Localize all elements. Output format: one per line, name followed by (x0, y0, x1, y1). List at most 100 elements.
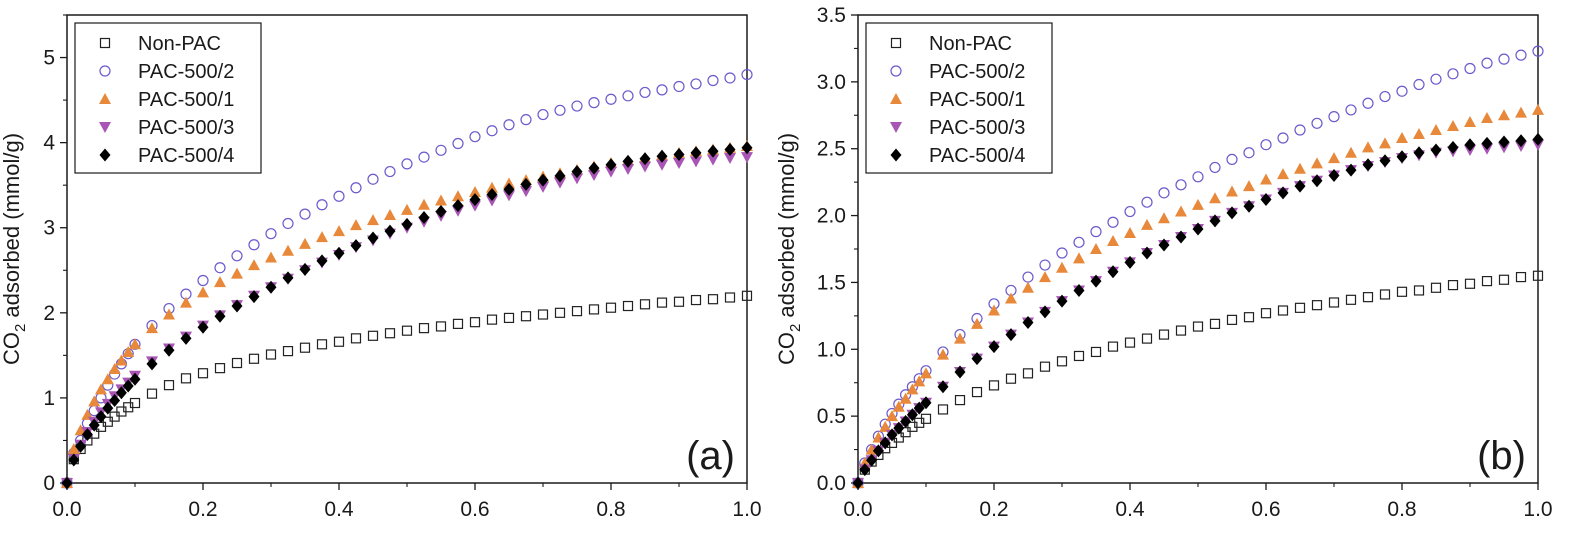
data-point (401, 203, 413, 215)
data-point (1124, 255, 1136, 269)
data-point (88, 395, 101, 407)
series-PAC-500/3 (61, 152, 753, 489)
x-tick-label: 0.4 (324, 498, 354, 521)
data-point (656, 149, 668, 163)
legend-label: PAC-500/1 (138, 89, 234, 111)
data-point (486, 181, 498, 193)
data-point (367, 214, 379, 226)
data-point (1277, 168, 1289, 180)
data-point (1107, 234, 1119, 246)
data-point (88, 418, 100, 432)
data-point (1090, 346, 1102, 358)
data-point (108, 362, 121, 374)
data-point (879, 420, 892, 432)
legend-marker (99, 65, 111, 77)
data-point (920, 396, 932, 410)
y-tick-label: 3.0 (817, 71, 846, 94)
data-point (906, 383, 919, 395)
data-point (469, 317, 481, 328)
data-point (231, 267, 243, 279)
data-point (673, 296, 685, 307)
data-point (1141, 333, 1153, 344)
legend-label: PAC-500/3 (138, 117, 234, 139)
data-point (367, 231, 379, 245)
data-point (163, 380, 175, 391)
data-point (163, 343, 175, 357)
legend-label: PAC-500/3 (929, 117, 1025, 139)
data-point (1124, 205, 1136, 218)
data-point (486, 314, 498, 325)
data-point (988, 380, 1000, 391)
data-point (1073, 283, 1085, 297)
data-point (401, 325, 413, 336)
data-point (1294, 162, 1306, 174)
y-tick-label: 4 (43, 132, 55, 155)
legend-label: PAC-500/2 (929, 61, 1025, 83)
data-point (452, 199, 464, 213)
data-point (1056, 247, 1068, 259)
data-point (333, 190, 345, 202)
data-point (1056, 261, 1068, 273)
data-point (350, 219, 362, 231)
data-point (1022, 281, 1034, 293)
data-point (1532, 103, 1544, 115)
data-point (1413, 285, 1425, 296)
data-point (282, 217, 294, 230)
data-point (1107, 265, 1119, 279)
data-point (1515, 134, 1527, 148)
data-point (265, 349, 277, 360)
data-point (197, 274, 209, 287)
x-tick-label: 0.6 (1251, 498, 1280, 521)
data-point (571, 165, 583, 179)
data-point (333, 225, 345, 237)
data-point (892, 400, 905, 412)
data-point (1413, 78, 1425, 91)
data-point (1056, 356, 1068, 367)
data-point (1192, 198, 1204, 210)
data-point (1090, 243, 1102, 254)
data-point (741, 141, 753, 155)
data-point (622, 90, 634, 102)
data-point (1464, 138, 1476, 152)
data-point (520, 177, 532, 191)
data-point (68, 453, 80, 467)
data-point (95, 410, 107, 424)
data-point (1447, 119, 1459, 131)
data-point (109, 393, 121, 407)
data-point (954, 332, 966, 344)
data-point (554, 104, 566, 116)
data-point (418, 198, 430, 210)
data-point (588, 304, 600, 315)
data-point (1158, 238, 1170, 252)
data-point (1039, 305, 1051, 319)
data-point (1498, 53, 1510, 65)
data-point (1175, 230, 1187, 244)
data-point (1192, 321, 1204, 332)
data-point (265, 251, 277, 263)
data-point (1311, 117, 1323, 129)
data-point (899, 392, 912, 404)
data-point (1294, 302, 1306, 313)
data-point (690, 294, 702, 306)
data-point (866, 453, 878, 467)
data-point (109, 411, 120, 422)
data-point (1209, 192, 1221, 204)
series-PAC-500/1 (61, 140, 753, 488)
data-point (537, 181, 549, 193)
data-point (971, 386, 983, 398)
data-point (1362, 141, 1374, 153)
data-point (1158, 187, 1170, 199)
data-point (1124, 226, 1136, 238)
data-point (469, 185, 481, 197)
data-point (1481, 275, 1493, 287)
x-tick-label: 1.0 (1523, 498, 1552, 521)
data-point (180, 373, 192, 384)
y-axis-label: CO2 adsorbed (mmol/g) (0, 133, 29, 365)
data-point (954, 365, 966, 379)
data-point (1362, 97, 1374, 109)
data-point (1039, 271, 1051, 283)
data-point (1243, 312, 1255, 323)
y-tick-label: 2.5 (817, 138, 846, 161)
data-point (146, 357, 158, 371)
y-axis-label-subscript: 2 (12, 324, 29, 332)
